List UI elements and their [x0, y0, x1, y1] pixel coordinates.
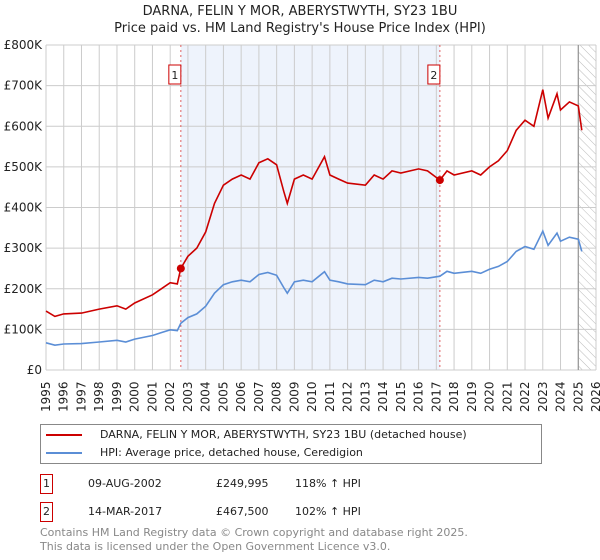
x-tick-label: 2002: [163, 381, 177, 412]
x-tick-label: 2013: [358, 381, 372, 412]
transaction-price: £467,500: [216, 505, 269, 518]
transaction-price: £249,995: [216, 477, 269, 490]
y-tick-label: £700K: [4, 79, 44, 93]
footer: Contains HM Land Registry data © Crown c…: [40, 526, 468, 554]
x-tick-label: 1998: [92, 381, 106, 412]
x-tick-label: 2018: [447, 381, 461, 412]
transaction-hpi: 118% ↑ HPI: [295, 477, 361, 490]
hpi-line-swatch: [46, 451, 82, 454]
x-tick-label: 1999: [110, 381, 124, 412]
sale-marker-box: [168, 64, 182, 85]
x-tick-label: 2022: [518, 381, 532, 412]
x-tick-label: 2009: [287, 381, 301, 412]
chart-title: DARNA, FELIN Y MOR, ABERYSTWYTH, SY23 1B…: [142, 4, 458, 19]
y-tick-label: £800K: [4, 38, 44, 52]
x-tick-label: 1995: [39, 381, 53, 412]
transaction-date: 09-AUG-2002: [88, 477, 162, 490]
hpi-line: [45, 229, 583, 347]
x-tick-label: 2019: [465, 381, 479, 412]
x-tick-label: 2021: [500, 381, 514, 412]
footer-line: This data is licensed under the Open Gov…: [40, 540, 391, 553]
y-tick-label: £500K: [4, 160, 44, 174]
x-tick-label: 2008: [270, 381, 284, 412]
x-tick-label: 2005: [216, 381, 230, 412]
sale-marker-label: 2: [430, 69, 437, 82]
x-tick-label: 2006: [234, 381, 248, 412]
legend-property: DARNA, FELIN Y MOR, ABERYSTWYTH, SY23 1B…: [100, 428, 467, 441]
sale-marker-label: 1: [171, 69, 178, 82]
x-tick-label: 1997: [74, 381, 88, 412]
transaction-row: 2 14-MAR-2017 £467,500 102% ↑ HPI: [40, 502, 440, 522]
x-tick-label: 2004: [199, 381, 213, 412]
x-tick-label: 2025: [571, 381, 585, 412]
y-tick-label: £200K: [4, 282, 44, 296]
transaction-date: 14-MAR-2017: [88, 505, 163, 518]
x-tick-label: 2014: [376, 381, 390, 412]
sale-marker-box: [427, 64, 441, 85]
sale-point: [435, 176, 444, 185]
price-chart: 1995 1996 1997 1998 1999 2000 2001 2002 2003 2004…: [4, 38, 600, 412]
marker-badge: 1: [40, 474, 53, 494]
x-tick-label: 2016: [412, 381, 426, 412]
x-tick-label: 2001: [145, 381, 159, 412]
transaction-row: 1 09-AUG-2002 £249,995 118% ↑ HPI: [40, 474, 440, 494]
transaction-hpi: 102% ↑ HPI: [295, 505, 361, 518]
y-tick-label: £0: [27, 363, 42, 377]
x-tick-label: 2020: [483, 381, 497, 412]
x-tick-label: 1996: [57, 381, 71, 412]
marker-badge: 2: [40, 502, 53, 522]
x-tick-label: 2015: [394, 381, 408, 412]
x-tick-label: 2007: [252, 381, 266, 412]
y-tick-label: £600K: [4, 119, 44, 133]
x-tick-label: 2003: [181, 381, 195, 412]
chart-subtitle: Price paid vs. HM Land Registry's House …: [114, 21, 486, 36]
x-tick-label: 2011: [323, 381, 337, 412]
y-tick-label: £400K: [4, 201, 44, 215]
x-tick-label: 2024: [554, 381, 568, 412]
x-tick-label: 2000: [128, 381, 142, 412]
y-tick-label: £100K: [4, 322, 44, 336]
property-price-line: [45, 89, 583, 318]
y-tick-label: £300K: [4, 241, 44, 255]
x-tick-label: 2023: [536, 381, 550, 412]
x-tick-label: 2012: [341, 381, 355, 412]
x-tick-label: 2017: [429, 381, 443, 412]
legend-hpi: HPI: Average price, detached house, Cere…: [100, 446, 363, 459]
x-tick-label: 2010: [305, 381, 319, 412]
x-tick-label: 2026: [589, 381, 600, 412]
property-line-swatch: [46, 433, 82, 436]
footer-line: Contains HM Land Registry data © Crown c…: [40, 526, 468, 539]
sale-point: [176, 264, 185, 273]
legend: DARNA, FELIN Y MOR, ABERYSTWYTH, SY23 1B…: [40, 424, 542, 464]
